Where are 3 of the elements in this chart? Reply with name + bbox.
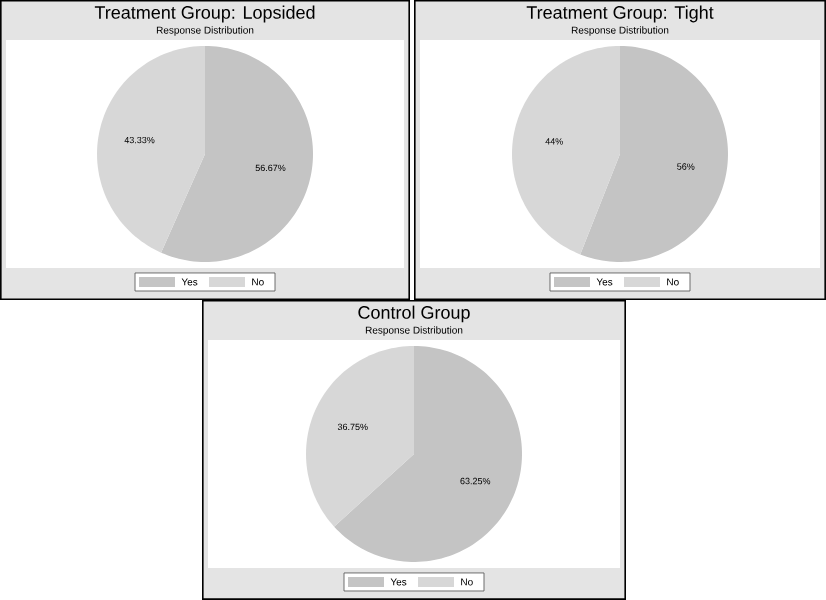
chart-title: Treatment Group: Lopsided bbox=[94, 5, 315, 23]
chart-title: Control Group bbox=[358, 305, 470, 323]
chart-title: Treatment Group: Tight bbox=[526, 5, 714, 23]
